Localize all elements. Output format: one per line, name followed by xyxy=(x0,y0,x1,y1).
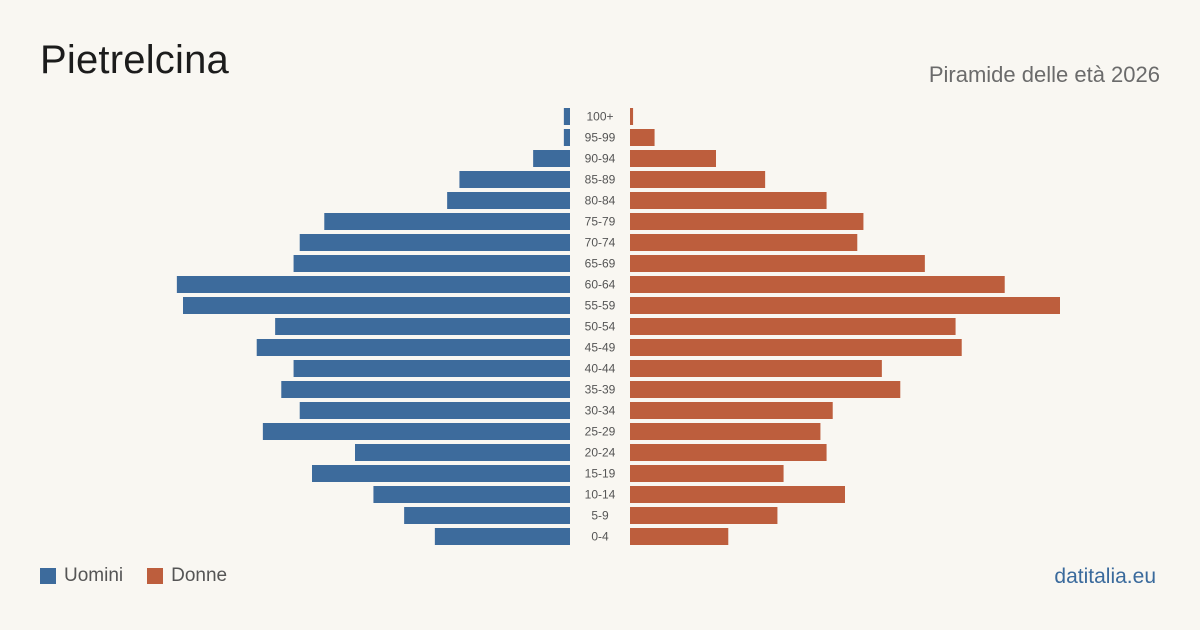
age-label-25-29: 25-29 xyxy=(585,425,616,439)
bar-women-95-99 xyxy=(630,129,655,146)
age-label-90-94: 90-94 xyxy=(585,152,616,166)
chart-subtitle: Piramide delle età 2026 xyxy=(928,62,1160,87)
chart-legend: Uomini Donne xyxy=(40,565,227,587)
age-label-60-64: 60-64 xyxy=(585,278,616,292)
bar-women-10-14 xyxy=(630,486,845,503)
bar-women-55-59 xyxy=(630,297,1060,314)
bar-women-20-24 xyxy=(630,444,827,461)
bar-women-35-39 xyxy=(630,381,901,398)
bar-women-85-89 xyxy=(630,171,766,188)
age-label-35-39: 35-39 xyxy=(585,383,616,397)
bar-women-45-49 xyxy=(630,339,962,356)
age-label-55-59: 55-59 xyxy=(585,299,616,313)
bar-women-80-84 xyxy=(630,192,827,209)
bar-men-90-94 xyxy=(533,150,570,167)
age-label-45-49: 45-49 xyxy=(585,341,616,355)
bar-women-30-34 xyxy=(630,402,833,419)
bar-women-25-29 xyxy=(630,423,821,440)
brand-link[interactable]: datitalia.eu xyxy=(1054,565,1156,588)
bar-men-25-29 xyxy=(262,423,570,440)
legend-item-men: Uomini xyxy=(40,565,123,587)
age-label-10-14: 10-14 xyxy=(585,488,616,502)
age-label-70-74: 70-74 xyxy=(585,236,616,250)
bar-men-10-14 xyxy=(373,486,570,503)
bar-men-20-24 xyxy=(355,444,570,461)
bar-men-60-64 xyxy=(176,276,570,293)
legend-label-men: Uomini xyxy=(64,565,124,586)
bar-women-75-79 xyxy=(630,213,864,230)
bar-women-5-9 xyxy=(630,507,778,524)
bar-women-65-69 xyxy=(630,255,925,272)
bar-women-50-54 xyxy=(630,318,956,335)
bar-men-15-19 xyxy=(312,465,570,482)
age-label-95-99: 95-99 xyxy=(585,131,616,145)
bar-women-60-64 xyxy=(630,276,1005,293)
bar-women-40-44 xyxy=(630,360,882,377)
age-label-15-19: 15-19 xyxy=(585,467,616,481)
bar-men-45-49 xyxy=(256,339,570,356)
bar-men-35-39 xyxy=(281,381,570,398)
age-label-85-89: 85-89 xyxy=(585,173,616,187)
bar-men-75-79 xyxy=(324,213,570,230)
bar-men-50-54 xyxy=(275,318,570,335)
bar-women-15-19 xyxy=(630,465,784,482)
legend-swatch-men xyxy=(40,568,56,584)
bar-men-80-84 xyxy=(447,192,570,209)
age-label-100+: 100+ xyxy=(586,110,613,124)
age-label-80-84: 80-84 xyxy=(585,194,616,208)
bar-women-100+ xyxy=(630,108,634,125)
bar-men-5-9 xyxy=(404,507,570,524)
bar-men-85-89 xyxy=(459,171,570,188)
bar-women-90-94 xyxy=(630,150,716,167)
chart-title: Pietrelcina xyxy=(40,38,229,82)
legend-item-women: Donne xyxy=(147,565,227,587)
bar-women-70-74 xyxy=(630,234,858,251)
age-label-30-34: 30-34 xyxy=(585,404,616,418)
age-label-65-69: 65-69 xyxy=(585,257,616,271)
bar-men-65-69 xyxy=(293,255,570,272)
bar-men-0-4 xyxy=(434,528,570,545)
legend-label-women: Donne xyxy=(171,565,228,586)
age-label-40-44: 40-44 xyxy=(585,362,616,376)
bar-women-0-4 xyxy=(630,528,729,545)
bar-men-40-44 xyxy=(293,360,570,377)
age-label-50-54: 50-54 xyxy=(585,320,616,334)
bar-men-30-34 xyxy=(299,402,570,419)
bar-men-55-59 xyxy=(183,297,570,314)
legend-swatch-women xyxy=(147,568,164,584)
bar-men-100+ xyxy=(563,108,570,125)
age-label-20-24: 20-24 xyxy=(585,446,616,460)
age-label-75-79: 75-79 xyxy=(585,215,616,229)
bar-men-95-99 xyxy=(563,129,570,146)
age-label-5-9: 5-9 xyxy=(591,509,609,523)
bar-men-70-74 xyxy=(299,234,570,251)
age-label-0-4: 0-4 xyxy=(591,530,609,544)
